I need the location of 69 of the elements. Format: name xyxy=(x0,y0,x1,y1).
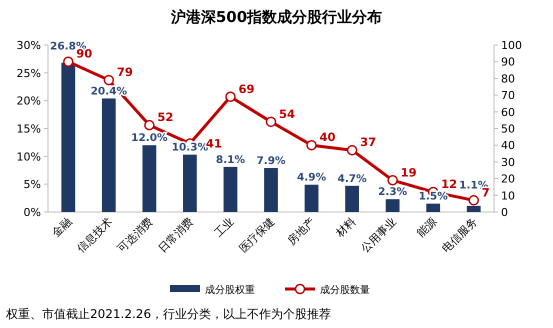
y2-tick-label: 20 xyxy=(501,172,515,186)
data-label: 79 xyxy=(116,65,133,80)
x-tick-label: 电信服务 xyxy=(440,214,480,256)
y2-tick-label: 90 xyxy=(501,56,515,69)
x-tick-label: 能源 xyxy=(414,214,440,240)
bar xyxy=(304,184,318,212)
data-label: 54 xyxy=(279,106,296,121)
x-tick-label: 金融 xyxy=(50,214,74,240)
y2-tick-label: 10 xyxy=(501,189,515,202)
x-tick-label: 材料 xyxy=(332,214,358,240)
bar xyxy=(466,206,481,212)
y2-tick-label: 80 xyxy=(501,72,515,86)
bar xyxy=(61,62,76,212)
data-label: 7.9% xyxy=(256,155,286,168)
text: 权重、市值截止2021.2.26，行业分类，以上不作为个股推荐 xyxy=(5,307,332,321)
x-tick-label: 房地产 xyxy=(285,214,318,248)
data-label: 8.1% xyxy=(216,154,246,166)
data-label: 4.9% xyxy=(296,172,327,184)
y-tick-label: 30% xyxy=(16,39,41,52)
point xyxy=(104,74,114,86)
y2-tick-label: 50 xyxy=(501,122,515,136)
data-label: 12 xyxy=(441,176,458,191)
point xyxy=(225,92,236,102)
y-tick-label: 5% xyxy=(24,178,41,192)
data-label: 1.5% xyxy=(418,190,448,203)
data-label: 19 xyxy=(400,165,417,180)
bar xyxy=(426,204,440,212)
chart-title: 沪港深500指数成分股行业分布 xyxy=(170,8,382,26)
bar xyxy=(386,199,400,212)
y-tick-label: 0% xyxy=(24,206,41,219)
legend-label: 成分股权重 xyxy=(205,284,255,296)
x-tick-label: 医疗保健 xyxy=(236,214,278,256)
y2-tick-label: 60 xyxy=(501,106,515,119)
data-label: 40 xyxy=(320,130,336,144)
y2-tick-label: 70 xyxy=(501,89,515,102)
bar xyxy=(142,145,156,212)
x-tick-label: 可选消费 xyxy=(115,214,156,256)
legend-label: 成分股数量 xyxy=(320,284,370,296)
data-label: 12.0% xyxy=(131,132,168,144)
data-label: 69 xyxy=(238,82,254,96)
y-tick-label: 10% xyxy=(16,150,41,164)
y-tick-label: 20% xyxy=(16,94,41,108)
x-tick-label: 公用事业 xyxy=(358,214,399,256)
point xyxy=(387,175,398,186)
data-label: 2.3% xyxy=(378,186,408,198)
point xyxy=(63,56,74,67)
point xyxy=(306,140,317,150)
y2-tick-label: 30 xyxy=(501,156,515,169)
point xyxy=(346,144,358,156)
y-tick-label: 15% xyxy=(16,122,41,136)
point xyxy=(468,195,479,206)
x-tick-label: 信息技术 xyxy=(74,214,115,256)
point xyxy=(144,120,155,130)
y2-tick-label: 40 xyxy=(501,139,515,152)
y2-tick-label: 100 xyxy=(501,39,522,52)
y-tick-label: 25% xyxy=(16,66,41,80)
y2-tick-label: 0 xyxy=(501,206,508,219)
bar xyxy=(345,186,359,212)
x-tick-label: 工业 xyxy=(212,214,237,240)
point xyxy=(266,116,276,128)
bar xyxy=(102,98,116,212)
bar xyxy=(224,166,238,212)
bar xyxy=(264,168,278,212)
data-label: 52 xyxy=(157,110,174,124)
x-tick-label: 日常消费 xyxy=(156,214,196,256)
data-label: 37 xyxy=(360,135,376,150)
data-label: 4.7% xyxy=(338,172,368,185)
bar xyxy=(183,154,197,212)
data-label: 10.3% xyxy=(172,142,209,154)
